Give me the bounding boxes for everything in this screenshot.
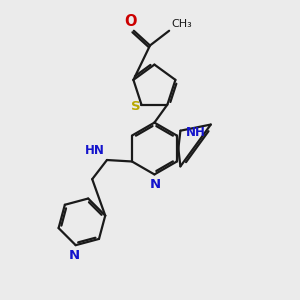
Text: S: S xyxy=(131,100,141,112)
Text: N: N xyxy=(149,178,161,191)
Text: HN: HN xyxy=(85,144,105,157)
Text: O: O xyxy=(124,14,136,29)
Text: NH: NH xyxy=(186,126,206,139)
Text: CH₃: CH₃ xyxy=(172,19,192,29)
Text: N: N xyxy=(69,249,80,262)
